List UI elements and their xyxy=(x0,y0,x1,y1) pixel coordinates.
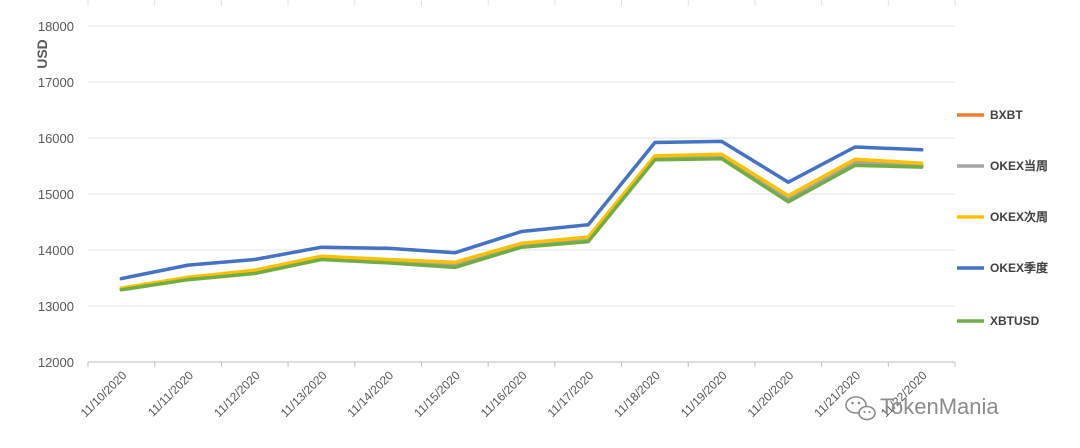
legend-label: OKEX季度 xyxy=(990,260,1049,275)
y-tick-label: 16000 xyxy=(38,131,74,146)
y-tick-label: 13000 xyxy=(38,299,74,314)
legend: BXBT OKEX当周 OKEX次周 OKEX季度 XBTUSD xyxy=(957,108,1049,328)
legend-item: OKEX季度 xyxy=(957,260,1049,275)
y-axis-title: USD xyxy=(34,39,50,69)
series-lines xyxy=(119,139,924,292)
legend-item: BXBT xyxy=(957,108,1023,122)
x-tick-label: 11/19/2020 xyxy=(678,368,730,420)
x-tick-label: 11/14/2020 xyxy=(344,368,396,420)
legend-item: OKEX次周 xyxy=(957,209,1048,224)
y-tick-label: 14000 xyxy=(38,243,74,258)
legend-label: XBTUSD xyxy=(990,314,1040,328)
legend-item: XBTUSD xyxy=(957,314,1040,328)
legend-label: OKEX次周 xyxy=(990,209,1048,224)
y-tick-label: 12000 xyxy=(38,355,74,370)
x-tick-label: 11/18/2020 xyxy=(611,368,663,420)
series-line-OKEX次周 xyxy=(119,152,924,290)
x-tick-label: 11/20/2020 xyxy=(745,368,797,420)
legend-label: OKEX当周 xyxy=(990,158,1048,173)
x-axis-ticks: 11/10/2020 11/11/2020 11/12/2020 11/13/2020… xyxy=(78,362,956,420)
wechat-icon xyxy=(845,396,876,421)
x-tick-label: 11/17/2020 xyxy=(545,368,597,420)
series-line-OKEX季度 xyxy=(119,139,924,281)
legend-item: OKEX当周 xyxy=(957,158,1048,173)
watermark-text: TokenMania xyxy=(880,394,999,419)
x-tick-label: 11/12/2020 xyxy=(211,368,263,420)
y-axis-ticks: 12000 13000 14000 15000 16000 17000 18000 xyxy=(38,19,74,370)
series-line-XBTUSD xyxy=(119,156,924,292)
legend-label: BXBT xyxy=(990,108,1023,122)
x-tick-label: 11/11/2020 xyxy=(145,368,196,419)
x-tick-label: 11/16/2020 xyxy=(478,368,530,420)
x-tick-label: 11/10/2020 xyxy=(78,368,130,420)
y-tick-label: 17000 xyxy=(38,75,74,90)
x-tick-label: 11/13/2020 xyxy=(278,368,330,420)
x-tick-label: 11/15/2020 xyxy=(411,368,463,420)
y-tick-label: 15000 xyxy=(38,187,74,202)
x-tick-label: 11/21/2020 xyxy=(811,368,863,420)
x-category-separators xyxy=(87,0,956,6)
y-tick-label: 18000 xyxy=(38,19,74,34)
watermark: TokenMania xyxy=(845,394,999,421)
grid-lines xyxy=(88,25,955,363)
